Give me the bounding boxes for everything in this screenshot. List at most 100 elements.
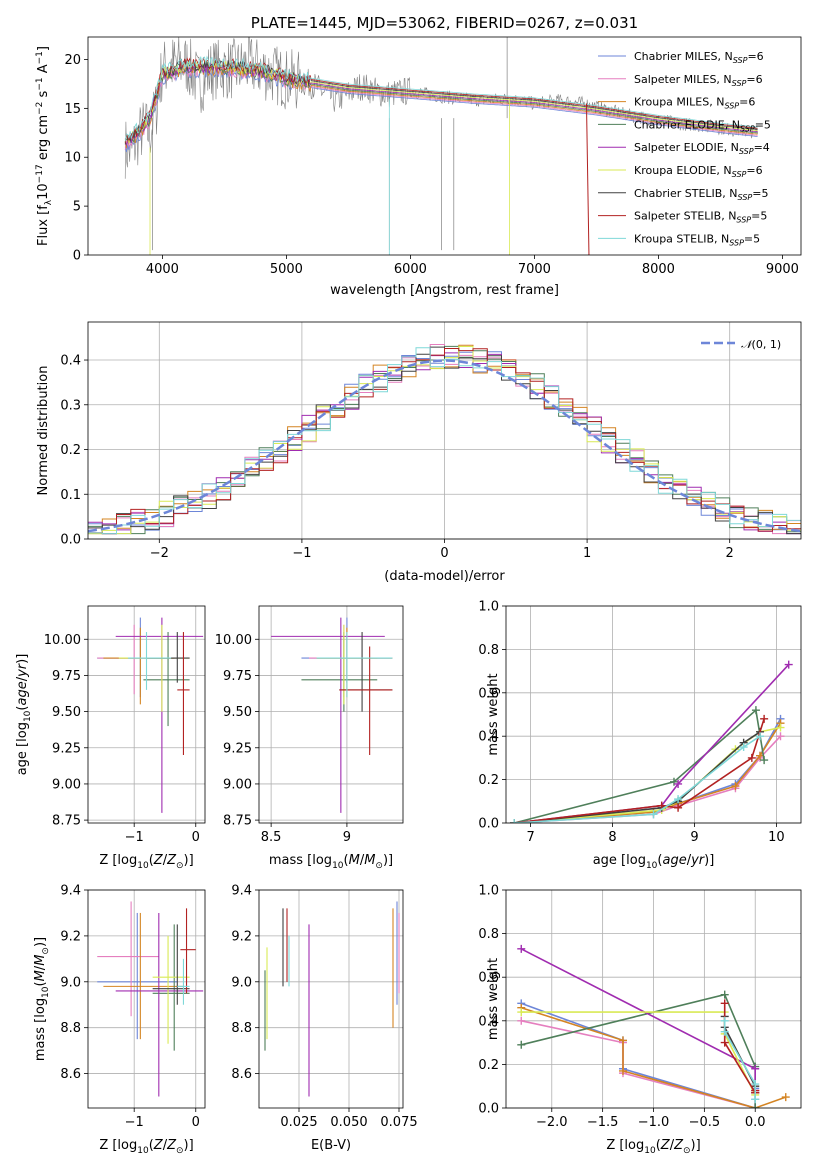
weight-marker — [760, 756, 769, 765]
axes-frame — [87, 605, 206, 824]
y-tick-label: 0.1 — [60, 488, 81, 503]
y-tick-label: 9.0 — [231, 975, 252, 990]
y-tick-label: 9.2 — [231, 929, 252, 944]
y-axis-label: Flux [fλ10−17 erg cm−2 s−1 A−1] — [35, 46, 54, 246]
weight-line — [514, 722, 782, 823]
weight-vs-age-plot-area — [510, 660, 793, 823]
y-tick-label: 0.6 — [478, 686, 499, 701]
weight-marker — [720, 1038, 729, 1047]
weight-marker — [669, 777, 678, 786]
weight-marker — [784, 660, 793, 669]
y-tick-label: 8.8 — [60, 1021, 81, 1036]
axes-frame — [505, 605, 802, 824]
legend-label: Salpeter ELODIE, NSSP=4 — [634, 141, 770, 156]
legend-label: Chabrier MILES, NSSP=6 — [634, 50, 764, 65]
x-tick-label: 1 — [583, 546, 591, 561]
y-tick-label: 9.4 — [60, 884, 81, 899]
weight-marker — [674, 779, 683, 788]
axes-frame — [258, 889, 404, 1109]
weight-marker — [776, 723, 785, 732]
x-axis-label: Z [log10(Z/Z⊙)] — [99, 1138, 193, 1156]
mass-vs-Z-panel: −1 0 8.6 8.8 9.0 9.2 9.4 Z [log10(Z/Z⊙)] mass [l… — [33, 884, 206, 1156]
mass-vs-Z-plot-area — [97, 901, 204, 1097]
model-line — [124, 59, 758, 145]
axes-frame — [87, 889, 206, 1109]
y-tick-label: 9.4 — [231, 884, 252, 899]
weight-marker — [720, 999, 729, 1008]
weight-vs-Z-plot-area — [517, 944, 790, 1108]
weight-marker — [618, 1036, 627, 1045]
weight-marker — [751, 1104, 760, 1108]
y-tick-label: 0.4 — [478, 1014, 499, 1029]
y-tick-label: 0.8 — [478, 643, 499, 658]
weight-line — [514, 718, 765, 823]
mass-vs-ebv-plot-area — [264, 901, 400, 1097]
normal-curve — [88, 359, 801, 533]
y-tick-label: 8.75 — [223, 814, 252, 829]
x-tick-label: 6000 — [394, 262, 427, 277]
y-tick-label: 9.0 — [60, 975, 81, 990]
y-tick-label: 9.50 — [52, 705, 81, 720]
x-tick-label: −1 — [292, 546, 311, 561]
model-line — [124, 64, 758, 150]
weight-line — [723, 1020, 756, 1100]
y-tick-label: 5 — [73, 200, 81, 215]
residuals-plot-area — [88, 344, 801, 535]
weight-vs-age-panel: 7 8 9 10 0.0 0.2 0.4 0.6 0.8 1.0 mass weight age [l… — [478, 600, 802, 871]
x-tick-label: 9000 — [766, 262, 799, 277]
histogram-step — [88, 348, 801, 535]
x-tick-label: −1.5 — [587, 1115, 619, 1130]
weight-line — [514, 708, 765, 823]
x-tick-label: −0.5 — [689, 1115, 721, 1130]
x-tick-label: 8000 — [642, 262, 675, 277]
y-tick-label: 1.0 — [478, 884, 499, 899]
y-tick-label: 9.2 — [60, 929, 81, 944]
age-vs-mass-plot-area — [271, 617, 393, 813]
x-tick-label: 0.0 — [745, 1115, 766, 1130]
weight-marker — [674, 803, 683, 812]
x-tick-label: 0.025 — [280, 1115, 317, 1130]
x-tick-label: 0 — [440, 546, 448, 561]
x-tick-label: 0.050 — [330, 1115, 367, 1130]
x-axis-label: (data-model)/error — [384, 569, 505, 584]
weight-marker — [618, 1066, 627, 1075]
weight-marker — [751, 1080, 760, 1089]
y-axis-label: mass weight — [486, 673, 501, 755]
x-tick-label: −1 — [125, 830, 144, 845]
y-tick-label: 9.50 — [223, 705, 252, 720]
weight-marker — [517, 1016, 526, 1025]
legend-label: Kroupa ELODIE, NSSP=6 — [634, 164, 763, 179]
weight-marker — [776, 732, 785, 741]
y-tick-label: 0.0 — [478, 817, 499, 832]
y-tick-label: 0.3 — [60, 398, 81, 413]
y-axis-label: age [log10(age/yr)] — [15, 654, 33, 776]
weight-marker — [517, 1008, 526, 1017]
x-tick-label: 7000 — [518, 262, 551, 277]
weight-marker — [747, 753, 756, 762]
x-tick-label: 0.075 — [380, 1115, 417, 1130]
y-axis-label: mass [log10(M/M⊙)] — [33, 937, 51, 1061]
x-tick-label: 8 — [608, 830, 616, 845]
y-tick-label: 0.4 — [478, 730, 499, 745]
x-axis-label: wavelength [Angstrom, rest frame] — [330, 283, 559, 298]
y-tick-label: 8.6 — [60, 1067, 81, 1082]
y-tick-label: 0.6 — [478, 971, 499, 986]
weight-marker — [751, 706, 760, 715]
x-tick-label: −2.0 — [536, 1115, 568, 1130]
x-tick-label: 0 — [192, 1115, 200, 1130]
y-tick-label: 9.25 — [52, 741, 81, 756]
weight-line — [521, 1011, 756, 1096]
x-tick-label: 9 — [690, 830, 698, 845]
x-axis-label: age [log10(age/yr)] — [593, 853, 715, 871]
histogram-step — [88, 347, 801, 535]
mass-vs-ebv-panel: 0.025 0.050 0.075 8.6 8.8 9.0 9.2 9.4 E(B-V) — [231, 884, 417, 1154]
legend-label: Kroupa MILES, NSSP=6 — [634, 96, 755, 111]
residuals-panel: −2 −1 0 1 2 0.0 0.1 0.2 0.3 0.4 𝒩(0, 1) (data-model… — [36, 321, 802, 584]
y-tick-label: 0.4 — [60, 354, 81, 369]
legend-label: Kroupa STELIB, NSSP=5 — [634, 232, 760, 247]
y-tick-label: 9.75 — [52, 669, 81, 684]
y-tick-label: 8.6 — [231, 1067, 252, 1082]
x-tick-label: 0 — [192, 830, 200, 845]
weight-marker — [510, 819, 519, 823]
